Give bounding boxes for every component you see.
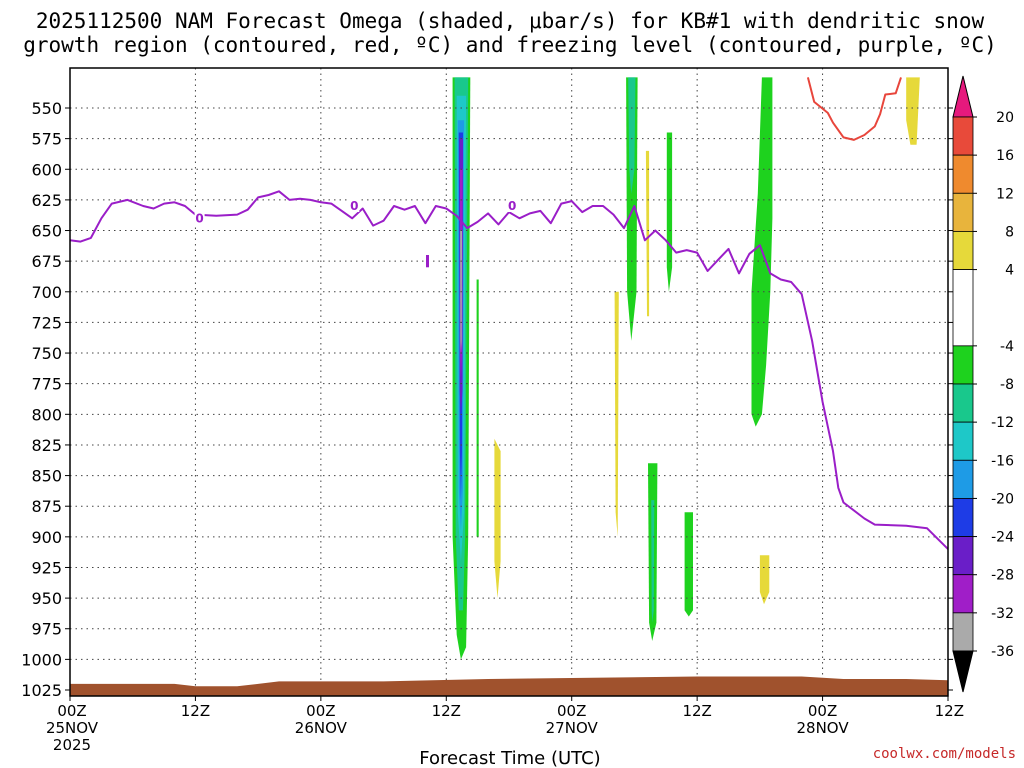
y-tick-label-850: 850 [31, 467, 62, 486]
colorbar-tick-label--16: -16 [991, 453, 1014, 469]
omega-teal-lower-56 [651, 500, 655, 623]
colorbar-bin--32--28 [952, 574, 974, 614]
x-tick-label-12-1: 12Z [181, 702, 210, 720]
chart-title-line2: growth region (contoured, red, ºC) and f… [23, 33, 997, 57]
y-tick-label-750: 750 [31, 344, 62, 363]
x-axis-label: Forecast Time (UTC) [419, 748, 600, 768]
y-tick-label-675: 675 [31, 252, 62, 271]
y-tick-label-1025: 1025 [21, 681, 62, 700]
y-tick-label-725: 725 [31, 313, 62, 332]
freezing-level-label-0: 0 [195, 211, 203, 225]
colorbar-tick-label--36: -36 [991, 644, 1014, 660]
colorbar-tick-label--20: -20 [991, 491, 1014, 507]
colorbar-bin--28--24 [952, 536, 974, 576]
y-tick-label-950: 950 [31, 589, 62, 608]
y-tick-label-900: 900 [31, 528, 62, 547]
x-tick-label-0-1: 00Z [57, 702, 86, 720]
omega-green-strip-57 [666, 132, 673, 292]
terrain-surface [70, 676, 948, 696]
x-tick-label-72-2: 28NOV [797, 719, 850, 737]
colorbar-bin--20--16 [952, 459, 974, 499]
x-tick-label-72-1: 00Z [808, 702, 837, 720]
colorbar-bin--8--4 [952, 345, 974, 385]
colorbar-tick-label-20: 20 [996, 110, 1014, 126]
chart-title-line1: 2025112500 NAM Forecast Omega (shaded, μ… [36, 9, 985, 33]
x-tick-label-60-1: 12Z [682, 702, 711, 720]
colorbar-tick-label--24: -24 [991, 530, 1014, 546]
omega-yellow-blob-67 [759, 555, 770, 605]
x-tick-label-84-1: 12Z [935, 702, 964, 720]
y-tick-label-975: 975 [31, 620, 62, 639]
grid-lines [70, 68, 949, 696]
colorbar-tick-label-8: 8 [1005, 224, 1014, 240]
y-tick-label-600: 600 [31, 160, 62, 179]
y-tick-label-875: 875 [31, 497, 62, 516]
colorbar-tick-label-4: 4 [1005, 263, 1014, 279]
omega-yellow-blob-40-5 [494, 438, 501, 599]
freezing-level-contour [69, 190, 949, 550]
x-tick-label-24-1: 00Z [306, 702, 335, 720]
x-tick-label-36-1: 12Z [432, 702, 461, 720]
freezing-level-label-bg-2 [507, 198, 518, 213]
freezing-level-label-2: 0 [508, 199, 516, 213]
omega-yellow-blob-78 [906, 77, 920, 145]
y-axis-ticks: 550 575 600 625 650 675 700 725 750 775 800 825 850 8… [21, 99, 953, 700]
colorbar-bin-12-16 [952, 154, 974, 194]
y-tick-label-700: 700 [31, 283, 62, 302]
omega-teal-band-53 [628, 77, 636, 194]
colorbar-top-arrow [952, 75, 974, 118]
colorbar-bin-8-12 [952, 192, 974, 232]
colorbar-bin--16--12 [952, 421, 974, 461]
contour-layer: 0 0 0 [69, 77, 949, 550]
y-tick-label-550: 550 [31, 99, 62, 118]
colorbar-bin--12--8 [952, 383, 974, 423]
colorbar-bin--36--32 [952, 612, 974, 652]
terrain-layer [70, 676, 948, 696]
omega-thin-strip-38-5 [476, 279, 479, 537]
freezing-level-label-bg-1 [349, 198, 360, 213]
y-tick-label-1000: 1000 [21, 650, 62, 669]
colorbar-bottom-arrow [952, 650, 974, 693]
y-tick-label-925: 925 [31, 558, 62, 577]
colorbar-tick-label-16: 16 [996, 148, 1014, 164]
freezing-level-label-1: 0 [350, 199, 358, 213]
credit-text: coolwx.com/models [873, 746, 1016, 762]
y-tick-label-575: 575 [31, 130, 62, 149]
y-tick-label-625: 625 [31, 191, 62, 210]
colorbar-tick-label-12: 12 [996, 186, 1014, 202]
colorbar-tick-label--4: -4 [1000, 339, 1014, 355]
plot-frame [69, 67, 949, 697]
dendritic-region-contour [806, 77, 902, 141]
x-tick-label-24-2: 26NOV [295, 719, 348, 737]
colorbar-bin--4-4 [952, 269, 974, 347]
y-tick-label-825: 825 [31, 436, 62, 455]
omega-green-blob-59 [684, 512, 693, 617]
x-tick-label-48-1: 00Z [557, 702, 586, 720]
colorbar: 20 16 12 8 4 -4 -8 -12 -16 -20 -24 -28 -32 -36 [952, 75, 1014, 693]
colorbar-tick-label--8: -8 [1000, 377, 1014, 393]
colorbar-tick-label--12: -12 [991, 415, 1014, 431]
colorbar-tick-label--32: -32 [991, 606, 1014, 622]
y-tick-label-775: 775 [31, 375, 62, 394]
colorbar-bin-4-8 [952, 231, 974, 270]
omega-shading-layer [452, 77, 920, 660]
colorbar-bin-16-20 [952, 116, 974, 156]
y-tick-label-650: 650 [31, 222, 62, 241]
freezing-level-label-bg-0 [194, 210, 205, 225]
colorbar-tick-label--28: -28 [991, 568, 1014, 584]
colorbar-bin--24--20 [952, 498, 974, 537]
y-tick-label-800: 800 [31, 405, 62, 424]
x-tick-label-0-2: 25NOV [46, 719, 99, 737]
x-tick-label-0-3: 2025 [53, 736, 91, 754]
x-tick-label-48-2: 27NOV [546, 719, 599, 737]
omega-yellow-strip-55 [645, 150, 650, 317]
